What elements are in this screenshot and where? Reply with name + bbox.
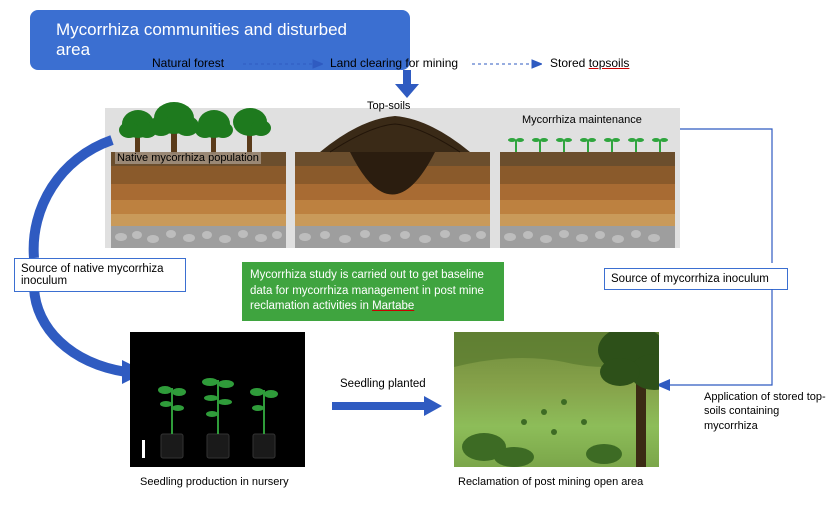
mini-arrow-icon: [472, 58, 542, 70]
panel-label-mycorrhiza-maintenance: Mycorrhiza maintenance: [522, 114, 642, 126]
green-study-box: Mycorrhiza study is carried out to get b…: [242, 262, 504, 321]
soil-profile-2: [295, 152, 490, 248]
seedling-planted-label: Seedling planted: [340, 378, 426, 390]
nursery-seedlings-icon: [130, 332, 305, 467]
soil-panels-area: Native mycorrhiza population Top-soils: [105, 108, 680, 248]
reclamation-photo: [454, 332, 659, 467]
reclamation-scene-icon: [454, 332, 659, 467]
reclamation-caption: Reclamation of post mining open area: [458, 476, 643, 488]
big-down-arrow-icon: [395, 70, 419, 98]
left-inoculum-box: Source of native mycorrhiza inoculum: [14, 258, 186, 292]
nursery-caption: Seedling production in nursery: [140, 476, 289, 488]
mid-right-arrow-icon: [332, 396, 442, 416]
panel-land-clearing: Top-soils: [295, 108, 490, 248]
top-label-stored-topsoils: Stored topsoils: [550, 56, 629, 70]
topsoil-mound-icon: [320, 114, 470, 154]
excavation-pit-icon: [295, 152, 490, 248]
underline-martabe: Martabe: [372, 300, 414, 312]
nursery-photo: [130, 332, 305, 467]
top-label-land-clearing: Land clearing for mining: [330, 56, 458, 70]
mini-arrow-icon: [243, 58, 323, 70]
top-label-natural-forest: Natural forest: [152, 56, 224, 70]
right-application-text: Application of stored top-soils containi…: [704, 390, 830, 433]
underline-topsoils: topsoils: [589, 56, 630, 70]
panel-label-top-soils: Top-soils: [367, 100, 410, 112]
left-inoculum-text: Source of native mycorrhiza inoculum: [21, 263, 164, 287]
title-text: Mycorrhiza communities and disturbed are…: [56, 20, 347, 59]
